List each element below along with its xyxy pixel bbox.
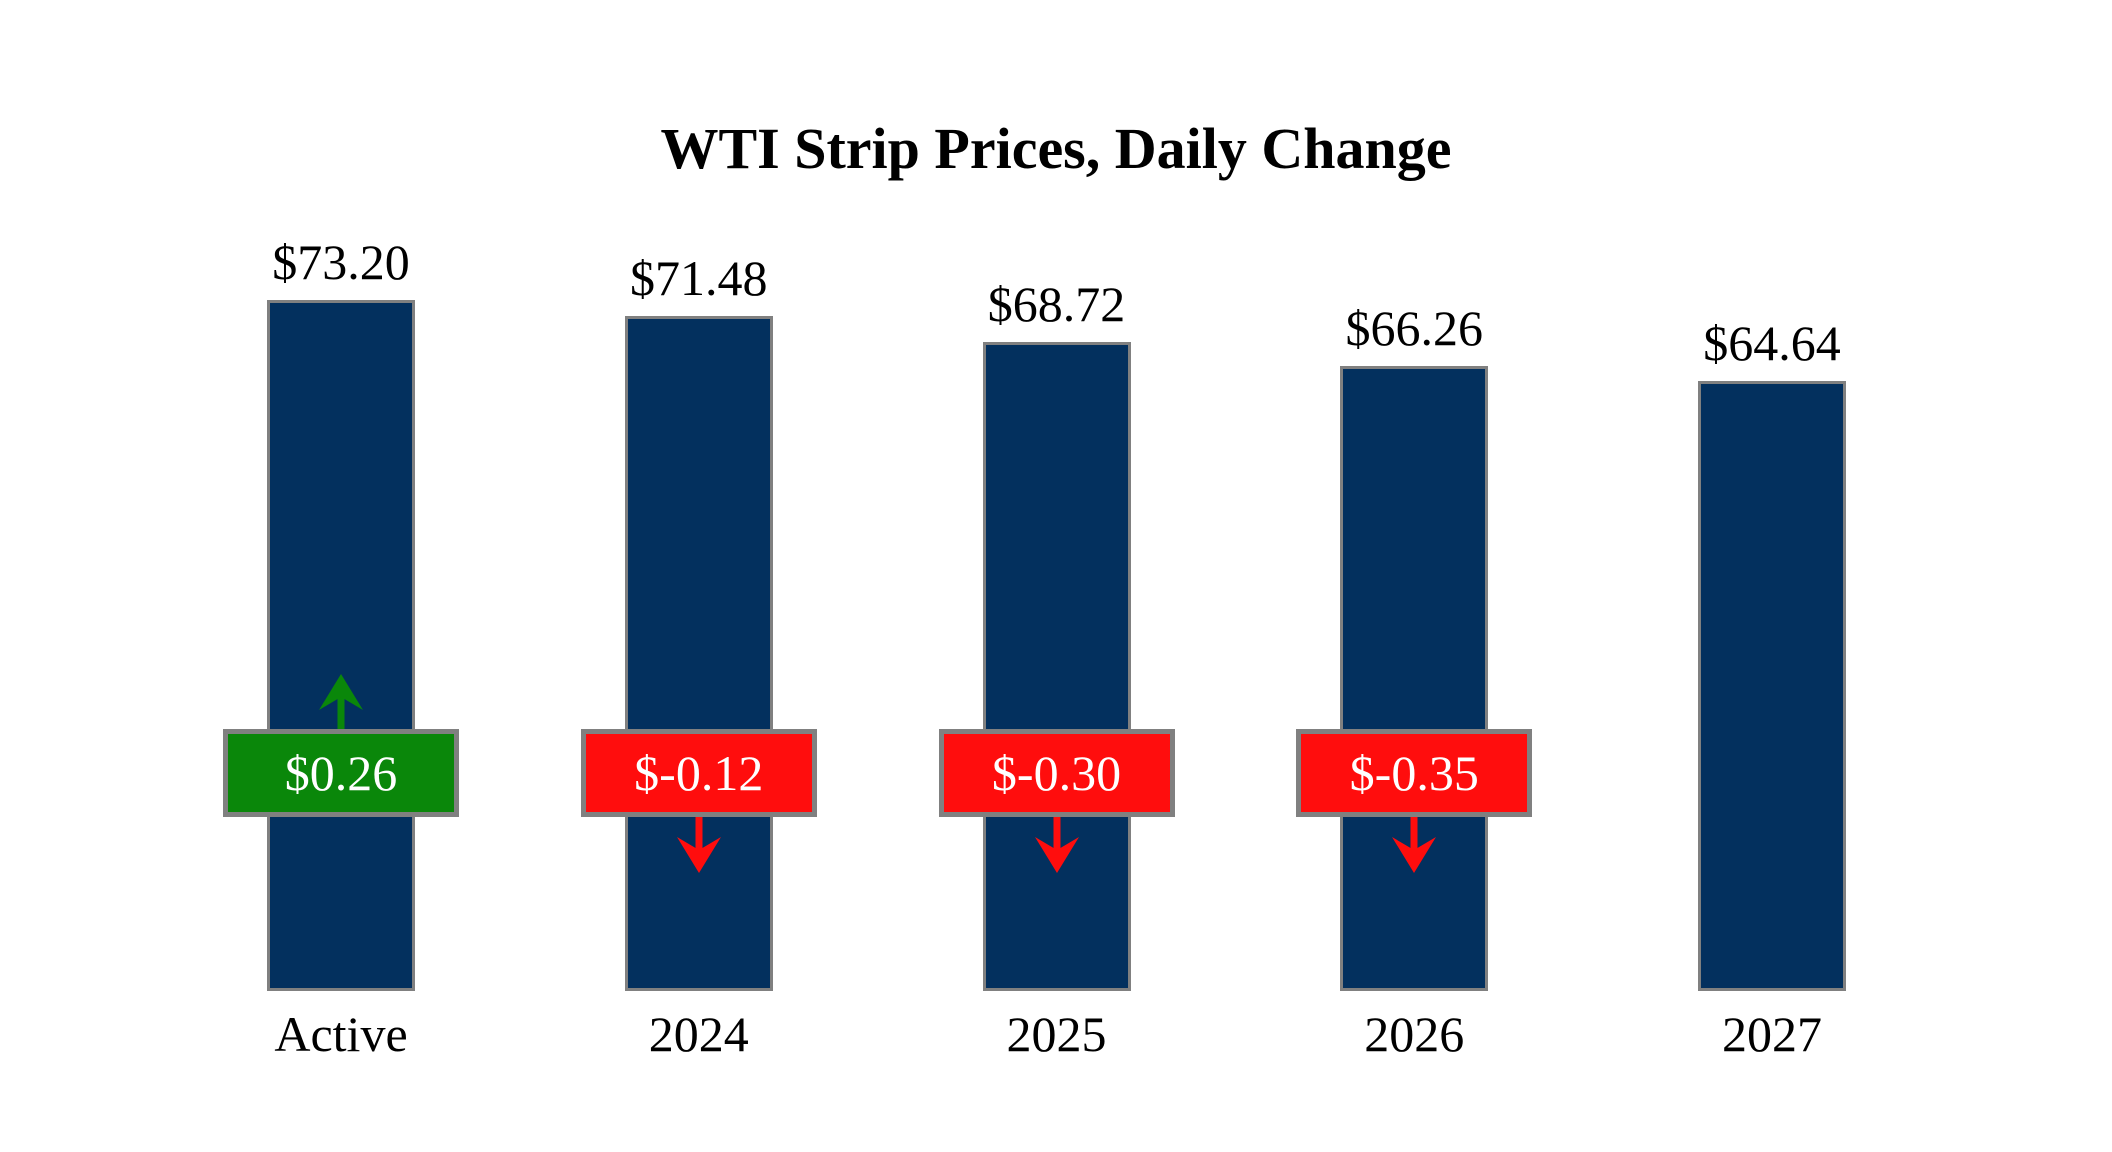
bar-value-label: $64.64 [1703, 315, 1841, 371]
bar-value-label: $73.20 [272, 234, 410, 290]
bar [624, 316, 773, 991]
chart-title: WTI Strip Prices, Daily Change [660, 116, 1452, 181]
bar [1698, 381, 1846, 991]
bar [1340, 366, 1489, 991]
category-label: 2027 [1722, 1006, 1822, 1062]
bar-value-label: $71.48 [630, 250, 768, 306]
change-badge: $-0.12 [580, 729, 817, 817]
category-label: 2025 [1006, 1006, 1107, 1062]
down-arrow-icon [1386, 815, 1442, 878]
bar [267, 300, 415, 991]
bar-value-label: $66.26 [1345, 300, 1484, 356]
down-arrow-icon [1029, 815, 1085, 878]
up-arrow-icon [313, 674, 369, 735]
change-badge: $-0.30 [938, 729, 1175, 817]
bar [982, 342, 1131, 991]
change-badge: $-0.35 [1296, 729, 1533, 817]
category-label: Active [274, 1006, 408, 1062]
down-arrow-icon [671, 815, 727, 878]
category-label: 2024 [648, 1006, 749, 1062]
bar-value-label: $68.72 [987, 276, 1126, 332]
change-badge: $0.26 [223, 729, 459, 817]
category-label: 2026 [1364, 1006, 1465, 1062]
